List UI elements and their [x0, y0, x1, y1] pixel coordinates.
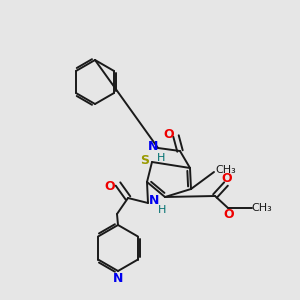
Text: H: H: [158, 205, 166, 215]
Text: H: H: [157, 153, 165, 163]
Text: O: O: [164, 128, 174, 140]
Text: N: N: [149, 194, 159, 206]
Text: CH₃: CH₃: [216, 165, 236, 175]
Text: O: O: [222, 172, 232, 185]
Text: CH₃: CH₃: [252, 203, 272, 213]
Text: O: O: [105, 179, 115, 193]
Text: N: N: [148, 140, 158, 152]
Text: S: S: [140, 154, 149, 167]
Text: O: O: [224, 208, 234, 220]
Text: N: N: [113, 272, 123, 286]
